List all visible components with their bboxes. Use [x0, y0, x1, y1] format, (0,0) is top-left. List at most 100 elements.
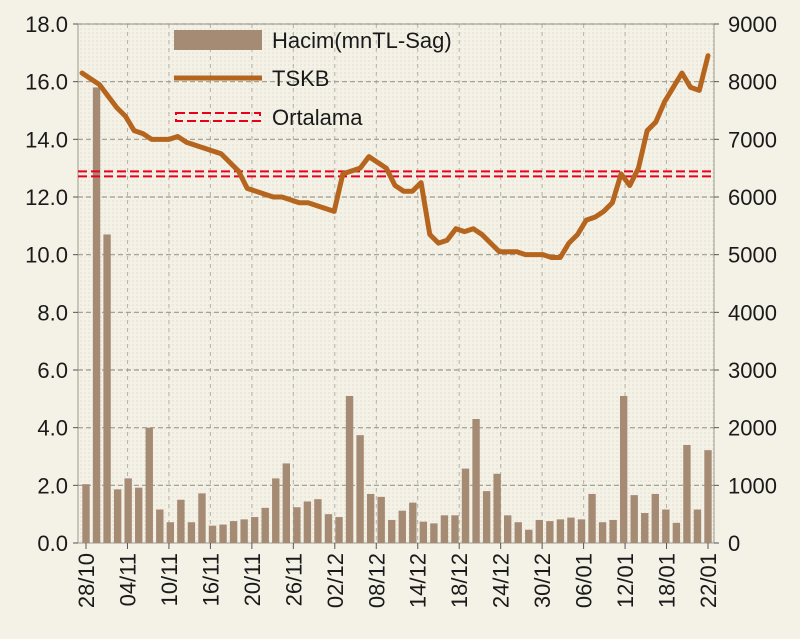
x-tick-label: 28/10 — [74, 553, 99, 608]
volume-bar — [261, 507, 269, 543]
volume-bars — [82, 87, 712, 544]
x-tick-label: 02/12 — [323, 553, 348, 608]
volume-bar — [651, 493, 659, 543]
y-right-tick-label: 9000 — [728, 12, 777, 37]
legend: Hacim(mnTL-Sag) TSKB Ortalama — [174, 28, 452, 130]
volume-bar — [303, 501, 312, 543]
volume-bar — [482, 491, 491, 543]
y-right-tick-label: 7000 — [728, 127, 777, 152]
y-right-tick-label: 5000 — [728, 243, 777, 268]
volume-bar — [662, 509, 670, 543]
volume-bar — [314, 499, 322, 543]
volume-bar — [356, 435, 364, 543]
x-axis: 28/10 04/11 10/11 16/11 20/11 26/11 02/12 08/12… — [74, 543, 721, 608]
x-tick-label: 06/01 — [572, 553, 597, 608]
volume-bar — [198, 493, 206, 543]
volume-bar — [282, 463, 290, 543]
volume-bar — [272, 478, 280, 543]
y-left-tick-label: 12.0 — [25, 185, 68, 210]
price-line-path — [79, 53, 711, 261]
volume-bar — [525, 529, 533, 543]
volume-bar — [577, 519, 586, 543]
volume-bar — [187, 522, 196, 543]
x-tick-label: 04/11 — [115, 553, 140, 606]
legend-swatch-bar — [174, 30, 262, 50]
y-left-tick-label: 10.0 — [25, 243, 68, 268]
x-tick-label: 26/11 — [281, 553, 306, 606]
y-left-tick-label: 14.0 — [25, 127, 68, 152]
legend-swatch-dashed — [175, 112, 261, 122]
volume-bar — [82, 484, 90, 543]
y-left-tick-label: 2.0 — [37, 473, 68, 498]
volume-bar — [366, 493, 375, 543]
volume-bar — [704, 450, 712, 543]
volume-bar — [461, 468, 470, 543]
volume-bar — [92, 87, 101, 544]
legend-label: Hacim(mnTL-Sag) — [272, 28, 452, 53]
x-tick-label: 30/12 — [530, 553, 555, 608]
y-right-axis: 0 1000 2000 3000 4000 5000 6000 7000 8000 9000 — [714, 12, 777, 556]
volume-bar — [208, 525, 217, 543]
plot-area — [77, 23, 715, 544]
volume-bar — [514, 522, 522, 543]
x-tick-label: 20/11 — [240, 553, 265, 606]
x-tick-label: 08/12 — [364, 553, 389, 608]
x-tick-label: 18/01 — [655, 553, 680, 608]
volume-bar — [156, 509, 164, 543]
volume-bar — [641, 513, 649, 543]
volume-bar — [672, 522, 681, 543]
volume-bar — [103, 234, 111, 544]
volume-bar — [430, 523, 438, 543]
volume-bar — [440, 515, 449, 543]
y-right-tick-label: 1000 — [728, 473, 777, 498]
volume-bar — [409, 502, 417, 543]
volume-bar — [630, 495, 638, 543]
volume-bar — [166, 522, 175, 543]
price-line — [79, 53, 711, 261]
volume-bar — [504, 515, 512, 543]
volume-bar — [588, 493, 596, 543]
volume-bar — [293, 507, 301, 543]
y-left-tick-label: 0.0 — [37, 531, 68, 556]
volume-bar — [250, 517, 259, 543]
volume-bar — [472, 419, 480, 543]
y-right-tick-label: 2000 — [728, 416, 777, 441]
volume-bar — [177, 499, 185, 543]
volume-bar — [567, 517, 575, 543]
volume-bar — [609, 519, 617, 543]
volume-bar — [335, 517, 343, 543]
y-left-tick-label: 4.0 — [37, 416, 68, 441]
volume-bar — [398, 510, 406, 543]
volume-bar — [451, 515, 459, 543]
volume-bar — [124, 478, 132, 543]
volume-bar — [683, 444, 691, 543]
x-tick-label: 14/12 — [406, 553, 431, 608]
volume-bar — [229, 521, 238, 543]
x-tick-label: 16/11 — [198, 553, 223, 606]
volume-bar — [324, 514, 333, 543]
y-right-tick-label: 6000 — [728, 185, 777, 210]
volume-bar — [598, 522, 607, 543]
volume-bar — [145, 427, 153, 543]
y-right-tick-label: 3000 — [728, 358, 777, 383]
volume-bar — [135, 487, 143, 543]
volume-bar — [419, 521, 428, 543]
x-tick-label: 10/11 — [157, 553, 182, 606]
y-left-axis: 0.0 2.0 4.0 6.0 8.0 10.0 12.0 14.0 16.0 18.0 — [25, 12, 78, 556]
volume-bar — [693, 509, 702, 543]
y-left-tick-label: 16.0 — [25, 70, 68, 95]
legend-label: Ortalama — [272, 105, 363, 130]
volume-bar — [546, 521, 554, 543]
volume-bar — [240, 519, 248, 543]
x-tick-label: 24/12 — [489, 553, 514, 608]
y-right-tick-label: 8000 — [728, 70, 777, 95]
y-left-tick-label: 6.0 — [37, 358, 68, 383]
x-tick-label: 22/01 — [696, 553, 721, 608]
average-line — [78, 170, 714, 178]
y-right-tick-label: 4000 — [728, 300, 777, 325]
y-left-tick-label: 18.0 — [25, 12, 68, 37]
volume-bar — [556, 519, 565, 543]
volume-bar — [345, 395, 354, 543]
